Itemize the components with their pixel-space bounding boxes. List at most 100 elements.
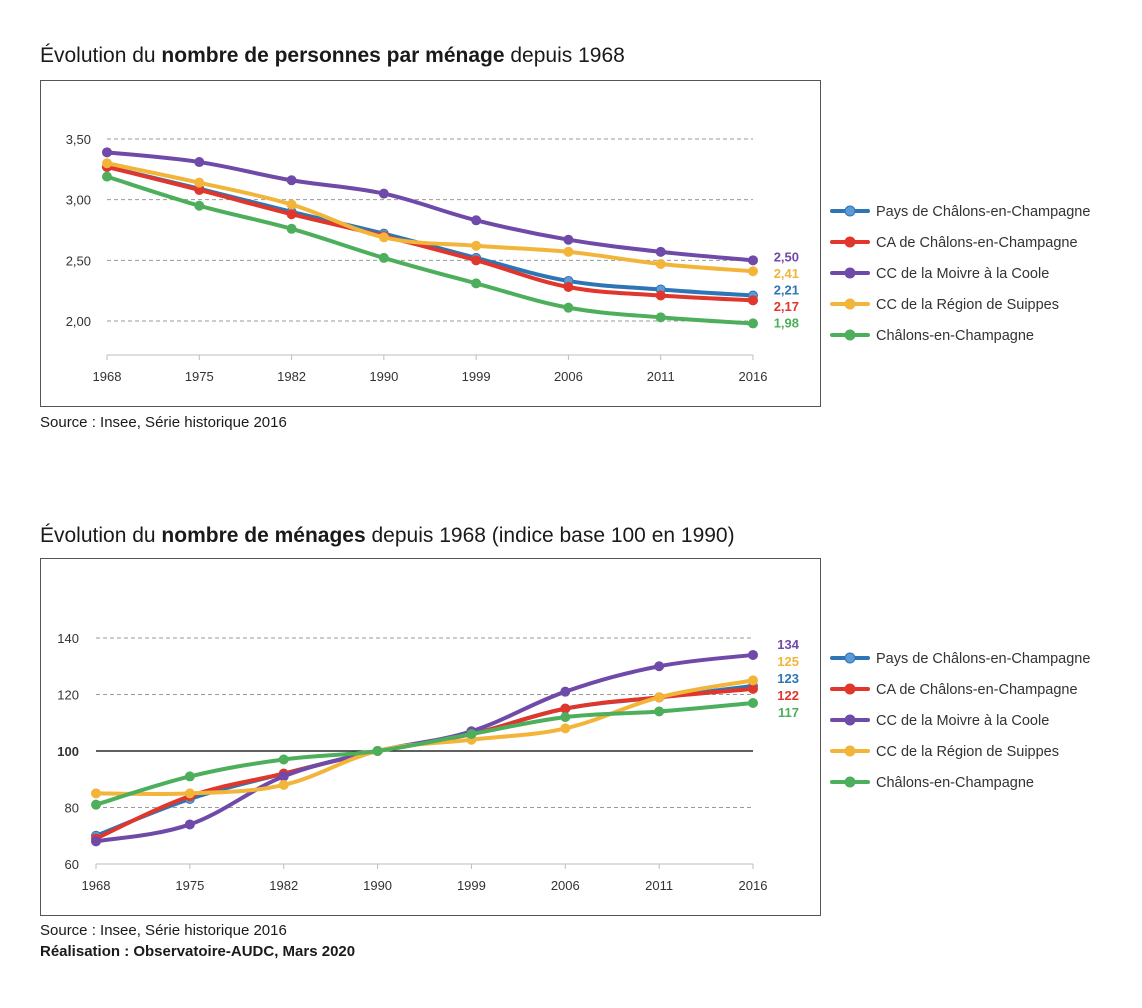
- data-point: [91, 788, 101, 799]
- data-point: [378, 252, 389, 263]
- data-point: [102, 158, 112, 169]
- legend-label: Pays de Châlons-en-Champagne: [876, 651, 1090, 667]
- x-tick-label: 1968: [82, 878, 111, 893]
- end-value-label: 125: [777, 654, 799, 669]
- end-value-label: 2,50: [774, 249, 799, 264]
- legend-swatch-marker: [844, 267, 856, 279]
- data-point: [286, 199, 297, 210]
- data-point: [91, 836, 101, 847]
- y-tick-label: 140: [57, 631, 79, 646]
- series-line: [105, 164, 755, 298]
- data-point: [748, 649, 758, 660]
- end-value-label: 2,17: [774, 299, 799, 314]
- data-point: [654, 661, 665, 672]
- data-point: [471, 278, 482, 289]
- data-point: [748, 675, 758, 686]
- series-line: [94, 684, 755, 838]
- legend-swatch-marker: [844, 236, 856, 248]
- data-point: [102, 147, 112, 158]
- data-point: [471, 255, 482, 266]
- legend-label: Châlons-en-Champagne: [876, 328, 1034, 344]
- data-point: [194, 200, 205, 211]
- legend-label: CC de la Moivre à la Coole: [876, 713, 1049, 729]
- data-point: [655, 312, 666, 323]
- x-tick-label: 2006: [551, 878, 580, 893]
- data-point: [655, 290, 666, 301]
- chart2-credit: Réalisation : Observatoire-AUDC, Mars 20…: [40, 943, 356, 960]
- data-point: [286, 209, 297, 220]
- data-point: [655, 246, 666, 257]
- data-point: [471, 215, 482, 226]
- legend-swatch-marker: [844, 652, 856, 664]
- data-point: [102, 171, 112, 182]
- legend-swatch-marker: [844, 298, 856, 310]
- x-tick-label: 1999: [462, 369, 491, 384]
- data-point: [372, 746, 383, 756]
- series-line: [94, 700, 755, 807]
- x-tick-label: 1975: [185, 369, 214, 384]
- data-point: [471, 240, 482, 251]
- y-tick-label: 120: [57, 688, 79, 703]
- data-point: [748, 266, 758, 277]
- data-point: [748, 697, 758, 708]
- x-tick-label: 1990: [369, 369, 398, 384]
- x-tick-label: 2006: [554, 369, 583, 384]
- data-point: [278, 754, 289, 765]
- x-tick-label: 1982: [269, 878, 298, 893]
- series-line: [105, 150, 755, 263]
- data-point: [378, 188, 389, 199]
- data-point: [748, 295, 758, 306]
- x-tick-label: 1982: [277, 369, 306, 384]
- x-tick-label: 2016: [739, 878, 768, 893]
- data-point: [184, 788, 195, 799]
- y-tick-label: 60: [65, 857, 79, 872]
- data-point: [563, 302, 574, 313]
- data-point: [654, 692, 665, 703]
- end-value-label: 2,21: [774, 282, 799, 297]
- legend-swatch-marker: [844, 776, 856, 788]
- y-tick-label: 100: [57, 744, 79, 759]
- legend-label: CC de la Région de Suippes: [876, 744, 1059, 760]
- data-point: [184, 771, 195, 782]
- legend-label: Châlons-en-Champagne: [876, 775, 1034, 791]
- data-point: [560, 723, 571, 734]
- x-tick-label: 2011: [647, 369, 675, 384]
- legend-label: CC de la Moivre à la Coole: [876, 266, 1049, 282]
- y-tick-label: 2,00: [66, 314, 91, 329]
- legend-label: CA de Châlons-en-Champagne: [876, 682, 1078, 698]
- x-tick-label: 1968: [93, 369, 122, 384]
- data-point: [560, 703, 571, 714]
- x-tick-label: 1990: [363, 878, 392, 893]
- data-point: [563, 234, 574, 245]
- legend-swatch-marker: [844, 714, 856, 726]
- chart1-source: Source : Insee, Série historique 2016: [40, 414, 287, 431]
- legend-label: CA de Châlons-en-Champagne: [876, 235, 1078, 251]
- data-point: [560, 686, 571, 697]
- data-point: [563, 246, 574, 257]
- data-point: [748, 683, 758, 694]
- data-point: [654, 706, 665, 717]
- legend-label: Pays de Châlons-en-Champagne: [876, 204, 1090, 220]
- data-point: [194, 177, 205, 188]
- legend-swatch-marker: [844, 329, 856, 341]
- x-tick-label: 2016: [739, 369, 768, 384]
- data-point: [286, 175, 297, 186]
- x-tick-label: 1999: [457, 878, 486, 893]
- data-point: [560, 712, 571, 723]
- data-point: [278, 771, 289, 782]
- y-tick-label: 3,00: [66, 193, 91, 208]
- y-tick-label: 80: [65, 801, 79, 816]
- chart1-plot: 2,00 2,50 3,00 3,50 1968 1975 1982 1990 1999 2006…: [66, 132, 799, 384]
- legend-label: CC de la Région de Suippes: [876, 297, 1059, 313]
- end-value-label: 134: [777, 637, 799, 652]
- data-point: [286, 223, 297, 234]
- chart2-frame: 60 80 100 120 140 1968 1975 1982 1990 1999 2006 201…: [40, 558, 821, 916]
- chart2-plot: 60 80 100 120 140 1968 1975 1982 1990 1999 2006 201…: [57, 631, 799, 893]
- chart1-frame: 2,00 2,50 3,00 3,50 1968 1975 1982 1990 1999 2006…: [40, 80, 821, 407]
- end-value-label: 1,98: [774, 315, 799, 330]
- legend-swatch-marker: [844, 683, 856, 695]
- data-point: [91, 799, 101, 810]
- data-point: [466, 729, 477, 740]
- data-point: [184, 819, 195, 830]
- chart2-legend: Pays de Châlons-en-Champagne CA de Châlon…: [830, 651, 1090, 791]
